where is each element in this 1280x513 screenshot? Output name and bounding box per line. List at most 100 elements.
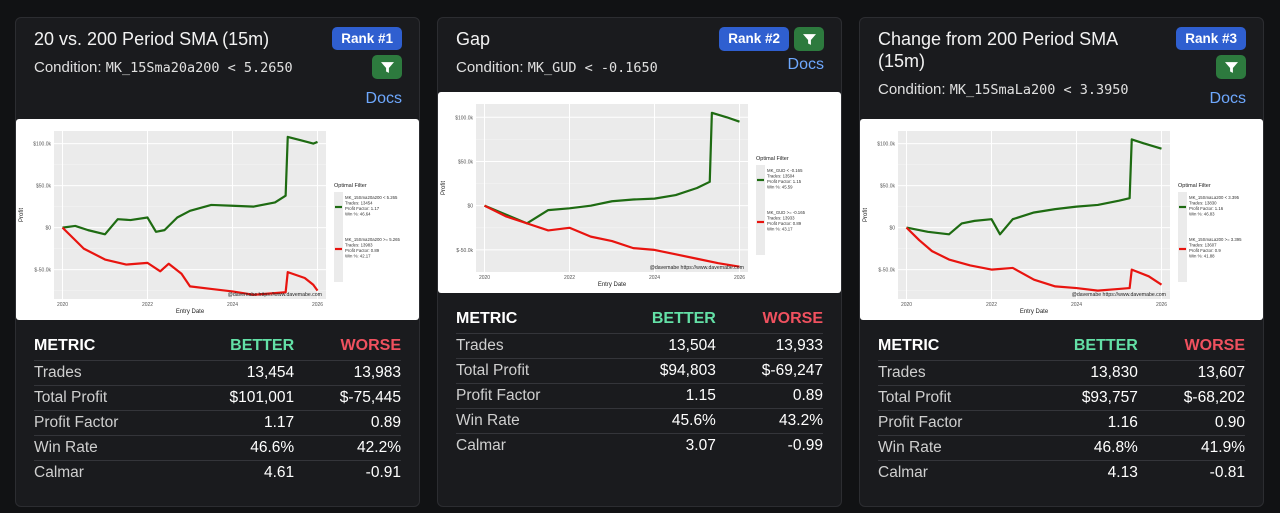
- metrics-table: METRIC BETTER WORSE Trades 13,830 13,607 Tota…: [878, 334, 1245, 486]
- y-tick-label: $0: [467, 204, 473, 210]
- metric-name: Calmar: [878, 460, 1026, 486]
- table-row: Calmar 4.13 -0.81: [878, 460, 1245, 486]
- x-tick-label: 2024: [1071, 302, 1082, 308]
- docs-link[interactable]: Docs: [787, 56, 824, 73]
- better-value: 4.13: [1025, 460, 1138, 486]
- better-value: 1.16: [1025, 410, 1138, 436]
- legend-title: Optimal Filter: [334, 183, 367, 189]
- table-row: Trades 13,504 13,933: [456, 333, 823, 359]
- table-row: Profit Factor 1.16 0.90: [878, 410, 1245, 436]
- y-tick-label: $0: [889, 226, 895, 232]
- better-value: 3.07: [603, 433, 716, 459]
- y-tick-label: $-50.0k: [878, 268, 895, 274]
- filter-card: Gap Condition: MK_GUD < -0.1650 Rank #2 …: [437, 17, 842, 507]
- x-tick-label: 2026: [312, 302, 323, 308]
- legend-entry-stat: Win %: 43.17: [767, 227, 793, 232]
- legend-entry-name: MK_15SmaLa200 < 3.395: [1189, 195, 1240, 200]
- col-metric: METRIC: [456, 310, 518, 327]
- legend-entry-name: MK_15SmaLa200 >= 3.395: [1189, 237, 1242, 242]
- better-value: 45.6%: [603, 408, 716, 434]
- legend-title: Optimal Filter: [756, 156, 789, 162]
- legend-entry-stat: Profit Factor: 0.89: [767, 221, 802, 226]
- filter-button[interactable]: [1216, 55, 1246, 79]
- table-row: Trades 13,454 13,983: [34, 360, 401, 386]
- better-value: 13,830: [1025, 360, 1138, 386]
- y-tick-label: $0: [45, 226, 51, 232]
- legend-entry-stat: Profit Factor: 1.15: [767, 179, 802, 184]
- series-line-worse: [905, 226, 1163, 292]
- legend-entry-name: MK_GUD >= -0.165: [767, 210, 806, 215]
- y-tick-label: $100.0k: [877, 142, 895, 148]
- worse-value: $-69,247: [715, 358, 823, 384]
- better-value: 13,454: [181, 360, 295, 386]
- table-row: Calmar 3.07 -0.99: [456, 433, 823, 459]
- col-worse: WORSE: [340, 337, 401, 354]
- plot-panel: [476, 104, 748, 272]
- y-tick-label: $100.0k: [33, 142, 51, 148]
- x-tick-label: 2026: [1156, 302, 1167, 308]
- legend-entry-stat: Win %: 41.88: [1189, 254, 1215, 259]
- legend-keys: [756, 165, 765, 255]
- worse-value: -0.99: [715, 433, 823, 459]
- better-value: 1.15: [603, 383, 716, 409]
- condition-expression: MK_GUD < -0.1650: [527, 60, 658, 76]
- metric-name: Total Profit: [456, 358, 604, 384]
- col-better: BETTER: [1073, 337, 1138, 354]
- y-tick-label: $50.0k: [458, 159, 474, 165]
- y-tick-label: $-50.0k: [34, 268, 51, 274]
- metric-name: Profit Factor: [456, 383, 604, 409]
- worse-value: 42.2%: [294, 435, 401, 461]
- legend-entry-stat: Trades: 13830: [1189, 201, 1217, 206]
- better-value: $93,757: [1025, 385, 1138, 411]
- table-row: Trades 13,830 13,607: [878, 360, 1245, 386]
- x-tick-label: 2024: [649, 275, 660, 281]
- metric-name: Calmar: [34, 460, 182, 486]
- metric-name: Win Rate: [34, 435, 182, 461]
- plot-panel: [898, 131, 1170, 299]
- better-value: 13,504: [603, 333, 716, 359]
- docs-link[interactable]: Docs: [365, 90, 402, 107]
- table-row: Profit Factor 1.17 0.89: [34, 410, 401, 436]
- filter-button[interactable]: [372, 55, 402, 79]
- legend-entry-stat: Profit Factor: 1.16: [1189, 206, 1224, 211]
- y-tick-label: $-50.0k: [456, 248, 473, 254]
- legend-entry-name: MK_15Sma20a200 >= 5.265: [345, 237, 401, 242]
- worse-value: 13,983: [294, 360, 401, 386]
- col-worse: WORSE: [762, 310, 823, 327]
- legend-entry-stat: Trades: 13607: [1189, 243, 1217, 248]
- series-line-better: [62, 135, 318, 236]
- watermark: @davemabe https://www.davemabe.com: [228, 292, 322, 298]
- better-value: 4.61: [181, 460, 295, 486]
- legend-title: Optimal Filter: [1178, 183, 1211, 189]
- condition-label: Condition:: [34, 59, 102, 76]
- x-tick-label: 2022: [564, 275, 575, 281]
- x-axis-label: Entry Date: [598, 282, 627, 288]
- worse-value: 13,933: [715, 333, 823, 359]
- x-tick-label: 2026: [734, 275, 745, 281]
- better-value: $94,803: [603, 358, 716, 384]
- metric-name: Calmar: [456, 433, 604, 459]
- worse-value: 0.89: [715, 383, 823, 409]
- condition-expression: MK_15SmaLa200 < 3.3950: [949, 82, 1129, 98]
- docs-link[interactable]: Docs: [1209, 90, 1246, 107]
- y-tick-label: $50.0k: [880, 184, 896, 190]
- metric-name: Trades: [34, 360, 182, 386]
- worse-value: 41.9%: [1137, 435, 1245, 461]
- legend-entry-stat: Trades: 13504: [767, 174, 795, 179]
- col-better: BETTER: [230, 337, 295, 354]
- x-tick-label: 2022: [142, 302, 153, 308]
- x-tick-label: 2020: [901, 302, 912, 308]
- better-value: $101,001: [181, 385, 295, 411]
- table-row: Profit Factor 1.15 0.89: [456, 383, 823, 409]
- x-axis-label: Entry Date: [1020, 309, 1049, 315]
- filter-button[interactable]: [794, 27, 824, 51]
- plot-panel: [54, 131, 326, 299]
- table-row: Total Profit $94,803 $-69,247: [456, 358, 823, 384]
- col-better: BETTER: [651, 310, 716, 327]
- worse-value: $-68,202: [1137, 385, 1245, 411]
- legend-entry-stat: Win %: 46.83: [1189, 212, 1215, 217]
- legend-entry-stat: Win %: 45.59: [767, 185, 793, 190]
- table-row: Calmar 4.61 -0.91: [34, 460, 401, 486]
- x-tick-label: 2020: [57, 302, 68, 308]
- profit-chart: $100.0k $50.0k $0 $-50.0k 2020 2022 2024 2026 En…: [16, 119, 419, 320]
